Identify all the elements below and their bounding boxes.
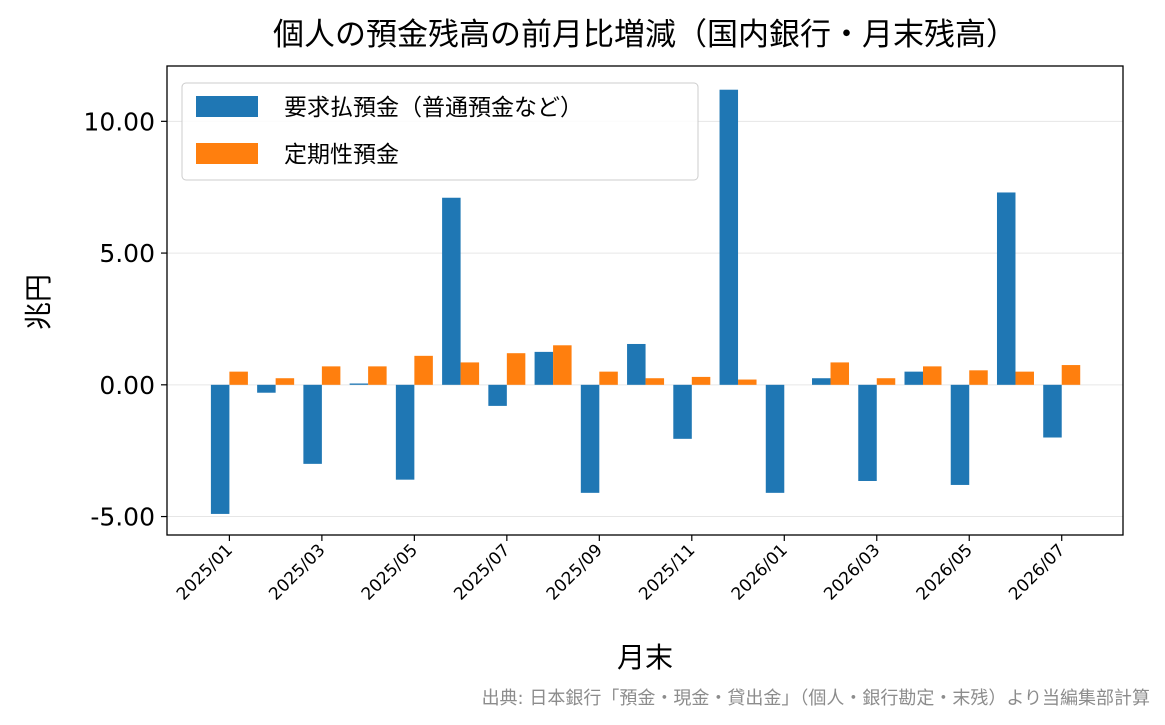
bar-time-2026-04 bbox=[923, 366, 942, 385]
bar-time-2025-08 bbox=[553, 345, 572, 385]
bar-time-2026-05 bbox=[969, 370, 988, 385]
x-tick-label: 2025/01 bbox=[173, 540, 237, 604]
bar-time-2025-04 bbox=[368, 366, 387, 385]
bar-demand-2025-02 bbox=[257, 384, 276, 393]
x-tick-label: 2026/05 bbox=[913, 540, 977, 604]
bar-time-2025-06 bbox=[460, 362, 480, 385]
x-tick-label: 2026/03 bbox=[820, 540, 884, 604]
bar-time-2025-03 bbox=[321, 366, 341, 385]
bar-time-2025-10 bbox=[645, 378, 665, 385]
legend-swatch-demand bbox=[196, 96, 258, 117]
bar-demand-2026-01 bbox=[765, 384, 785, 493]
legend-label-demand: 要求払預金（普通預金など） bbox=[284, 95, 583, 121]
plot-frame bbox=[166, 65, 1124, 536]
bar-time-2025-01 bbox=[229, 371, 248, 385]
bars bbox=[210, 89, 1081, 514]
bar-demand-2025-03 bbox=[303, 384, 322, 464]
bar-demand-2026-07 bbox=[1043, 384, 1062, 438]
x-tick-label: 2025/07 bbox=[450, 540, 514, 604]
x-axis-ticks: 2025/01 2025/03 2025/05 2025/07 2025/09 2025/… bbox=[173, 535, 1069, 604]
bar-demand-2025-12 bbox=[719, 89, 739, 385]
x-tick-label: 2026/07 bbox=[1005, 540, 1069, 604]
bar-time-2026-07 bbox=[1061, 365, 1081, 385]
x-tick-label: 2025/05 bbox=[358, 540, 422, 604]
bar-demand-2025-09 bbox=[580, 384, 600, 493]
x-tick-label: 2025/11 bbox=[635, 540, 699, 604]
legend-swatch-time bbox=[196, 143, 258, 164]
bar-demand-2026-04 bbox=[904, 371, 923, 385]
x-tick-label: 2025/03 bbox=[265, 540, 329, 604]
bar-demand-2025-11 bbox=[673, 384, 692, 439]
bar-time-2025-12 bbox=[738, 379, 757, 385]
chart-title: 個人の預金残高の前月比増減（国内銀行・月末残高） bbox=[273, 17, 1017, 53]
x-axis-label: 月末 bbox=[617, 641, 673, 674]
x-tick-label: 2025/09 bbox=[543, 540, 607, 604]
y-tick-label: 10.00 bbox=[83, 107, 155, 136]
bar-time-2025-05 bbox=[414, 355, 433, 385]
bar-time-2026-06 bbox=[1015, 371, 1034, 385]
y-tick-label: -5.00 bbox=[90, 503, 155, 532]
bar-time-2025-07 bbox=[506, 353, 526, 385]
bar-demand-2025-04 bbox=[349, 383, 369, 385]
legend-box bbox=[181, 82, 699, 181]
y-axis-label: 兆円 bbox=[22, 274, 55, 330]
bar-demand-2026-05 bbox=[950, 384, 970, 485]
bar-demand-2025-07 bbox=[488, 384, 507, 406]
legend-label-time: 定期性預金 bbox=[284, 142, 399, 168]
bar-demand-2026-03 bbox=[858, 384, 877, 481]
bar-demand-2025-08 bbox=[534, 351, 554, 385]
y-tick-label: 0.00 bbox=[99, 371, 155, 400]
y-axis-ticks: -5.00 0.00 5.00 10.00 bbox=[83, 107, 167, 532]
bar-demand-2025-01 bbox=[210, 384, 230, 514]
bar-demand-2025-05 bbox=[395, 384, 415, 480]
bar-demand-2025-06 bbox=[442, 197, 461, 385]
bar-time-2025-11 bbox=[691, 376, 711, 385]
legend: 要求払預金（普通預金など） 定期性預金 bbox=[181, 82, 699, 181]
bar-time-2026-03 bbox=[876, 378, 896, 385]
x-tick-label: 2026/01 bbox=[728, 540, 792, 604]
source-note: 出典: 日本銀行「預金・現金・貸出金」（個人・銀行勘定・末残）より当編集部計算 bbox=[482, 688, 1150, 709]
bar-demand-2025-10 bbox=[627, 343, 646, 385]
bar-demand-2026-06 bbox=[996, 192, 1016, 385]
y-tick-label: 5.00 bbox=[99, 239, 155, 268]
bar-time-2026-02 bbox=[830, 362, 850, 385]
bar-time-2025-02 bbox=[275, 378, 295, 385]
bar-demand-2026-02 bbox=[812, 378, 831, 385]
bar-time-2025-09 bbox=[599, 371, 618, 385]
